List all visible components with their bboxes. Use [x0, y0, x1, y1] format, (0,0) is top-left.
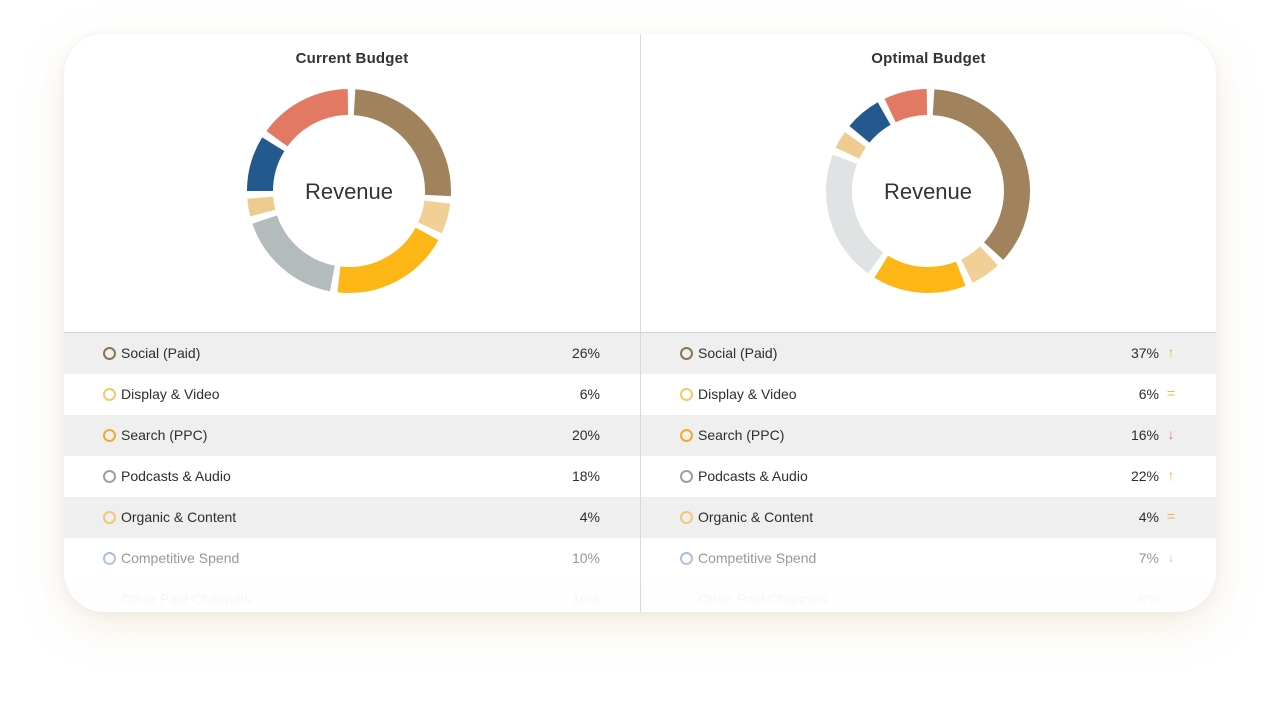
- current-budget-title: Current Budget: [295, 50, 409, 67]
- legend-dot-icon: [680, 593, 693, 606]
- table-row[interactable]: Social (Paid) 26%: [64, 333, 640, 374]
- table-row[interactable]: Display & Video 6%: [64, 374, 640, 415]
- donut-slice-search-ppc[interactable]: [337, 227, 439, 293]
- donut-slice-display-and-video[interactable]: [960, 246, 998, 283]
- donut-slice-podcasts-and-audio[interactable]: [826, 154, 884, 274]
- row-label: Other Paid Channels: [121, 591, 251, 607]
- row-value: 16%: [571, 591, 600, 607]
- budget-comparison-card: Current Budget Revenue Social (Paid) 26% D…: [64, 34, 1216, 612]
- current-budget-donut-chart: Revenue: [246, 89, 451, 293]
- row-label: Competitive Spend: [121, 550, 240, 566]
- legend-dot-icon: [680, 470, 693, 483]
- donut-slice-competitive-spend[interactable]: [246, 137, 285, 192]
- row-value: 6%: [1138, 386, 1159, 402]
- legend-dot-icon: [680, 429, 693, 442]
- trend-equal-icon: =: [1166, 385, 1176, 401]
- donut-center-label: Revenue: [305, 179, 393, 204]
- current-budget-panel: Current Budget Revenue Social (Paid) 26% D…: [64, 34, 640, 612]
- row-value: 4%: [579, 509, 600, 525]
- donut-slice-competitive-spend[interactable]: [849, 102, 891, 143]
- row-label: Podcasts & Audio: [121, 468, 231, 484]
- panel-divider: [640, 34, 641, 612]
- legend-dot-icon: [680, 511, 693, 524]
- trend-up-icon: ↑: [1167, 344, 1175, 360]
- legend-dot-icon: [680, 347, 693, 360]
- row-value: 6%: [579, 386, 600, 402]
- table-row[interactable]: Social (Paid) 37% ↑: [641, 333, 1216, 374]
- table-row[interactable]: Search (PPC) 20%: [64, 415, 640, 456]
- donut-slice-other-paid-channels[interactable]: [884, 89, 928, 123]
- table-row[interactable]: Competitive Spend 10%: [64, 538, 640, 579]
- row-value: 16%: [1130, 427, 1159, 443]
- trend-down-icon: ↓: [1167, 549, 1175, 565]
- table-row[interactable]: Search (PPC) 16% ↓: [641, 415, 1216, 456]
- table-row[interactable]: Display & Video 6% =: [641, 374, 1216, 415]
- row-value: 37%: [1130, 345, 1159, 361]
- table-row[interactable]: Other Paid Channels 16%: [64, 579, 640, 612]
- row-label: Search (PPC): [121, 427, 208, 443]
- donut-slice-social-paid[interactable]: [353, 89, 451, 197]
- row-label: Organic & Content: [121, 509, 237, 525]
- donut-slice-organic-and-content[interactable]: [247, 196, 276, 217]
- row-value: 10%: [571, 550, 600, 566]
- donut-slice-search-ppc[interactable]: [874, 255, 966, 293]
- table-row[interactable]: Podcasts & Audio 18%: [64, 456, 640, 497]
- row-label: Social (Paid): [698, 345, 778, 361]
- donut-slice-display-and-video[interactable]: [417, 200, 451, 234]
- table-row[interactable]: Organic & Content 4% =: [641, 497, 1216, 538]
- donut-center-label: Revenue: [884, 179, 972, 204]
- legend-dot-icon: [680, 552, 693, 565]
- row-value: 7%: [1138, 550, 1159, 566]
- trend-equal-icon: =: [1166, 508, 1176, 524]
- donut-slice-organic-and-content[interactable]: [835, 132, 867, 159]
- optimal-budget-panel: Optimal Budget Revenue Social (Paid) 37% ↑…: [641, 34, 1216, 612]
- table-row[interactable]: Podcasts & Audio 22% ↑: [641, 456, 1216, 497]
- legend-dot-icon: [103, 429, 116, 442]
- donut-slice-social-paid[interactable]: [932, 89, 1030, 260]
- table-row[interactable]: Competitive Spend 7% ↓: [641, 538, 1216, 579]
- legend-dot-icon: [103, 347, 116, 360]
- table-row[interactable]: Organic & Content 4%: [64, 497, 640, 538]
- table-row[interactable]: Other Paid Channels 8% ↓: [641, 579, 1216, 612]
- legend-dot-icon: [103, 511, 116, 524]
- row-label: Podcasts & Audio: [698, 468, 808, 484]
- row-value: 26%: [571, 345, 600, 361]
- trend-up-icon: ↑: [1167, 467, 1175, 483]
- row-value: 18%: [571, 468, 600, 484]
- row-label: Competitive Spend: [698, 550, 817, 566]
- trend-down-icon: ↓: [1167, 590, 1175, 606]
- legend-dot-icon: [680, 388, 693, 401]
- donut-slice-other-paid-channels[interactable]: [266, 89, 349, 147]
- row-value: 4%: [1138, 509, 1159, 525]
- legend-dot-icon: [103, 470, 116, 483]
- legend-dot-icon: [103, 552, 116, 565]
- row-value: 20%: [571, 427, 600, 443]
- trend-down-icon: ↓: [1167, 426, 1175, 442]
- donut-slice-podcasts-and-audio[interactable]: [252, 214, 336, 292]
- row-label: Display & Video: [698, 386, 797, 402]
- optimal-budget-table: Social (Paid) 37% ↑ Display & Video 6% = Searc…: [641, 332, 1216, 612]
- legend-dot-icon: [103, 593, 116, 606]
- row-value: 22%: [1130, 468, 1159, 484]
- row-label: Social (Paid): [121, 345, 201, 361]
- row-value: 8%: [1138, 591, 1159, 607]
- optimal-budget-donut-chart: Revenue: [826, 89, 1030, 293]
- current-budget-table: Social (Paid) 26% Display & Video 6% Search …: [64, 332, 640, 612]
- row-label: Search (PPC): [698, 427, 785, 443]
- row-label: Other Paid Channels: [698, 591, 828, 607]
- legend-dot-icon: [103, 388, 116, 401]
- row-label: Organic & Content: [698, 509, 814, 525]
- optimal-budget-title: Optimal Budget: [871, 50, 986, 67]
- row-label: Display & Video: [121, 386, 220, 402]
